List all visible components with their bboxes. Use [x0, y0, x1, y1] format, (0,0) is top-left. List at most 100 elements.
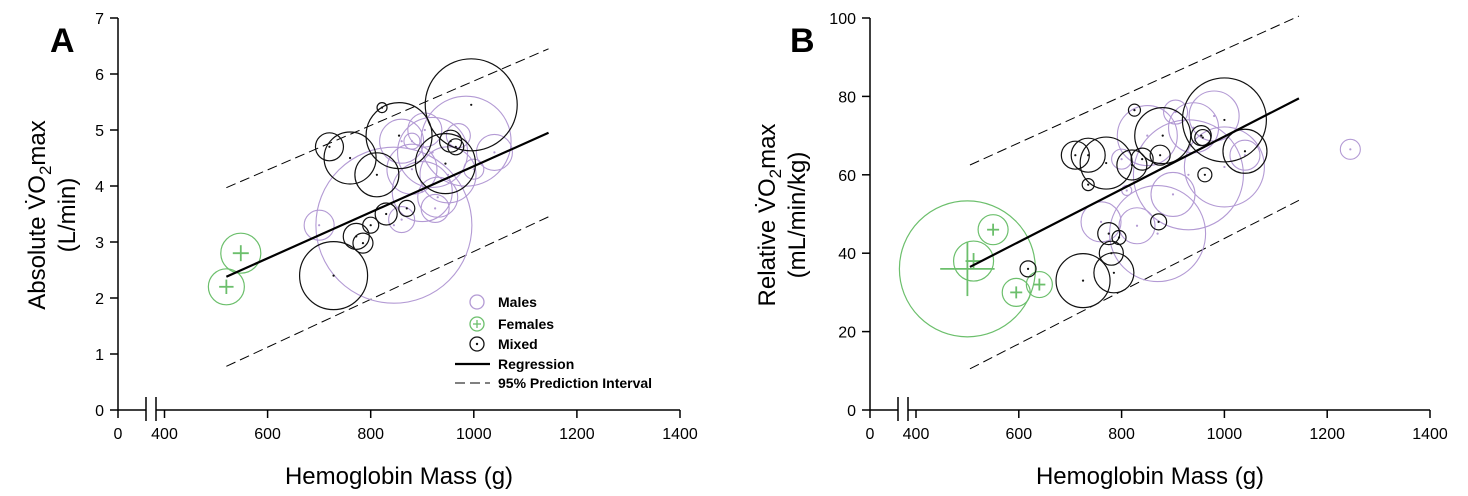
panel-a-males-center-dot	[392, 224, 395, 227]
panel-b-mixed-bubble	[1130, 147, 1154, 171]
panel-a-x-label: Hemoglobin Mass (g)	[285, 463, 513, 490]
panel-b-males-center-dot	[1120, 158, 1123, 161]
panel-b-letter: B	[790, 22, 815, 60]
panel-b-males-center-dot	[1223, 165, 1226, 169]
panel-a-mixed-bubble	[365, 102, 433, 170]
panel-a-males-bubble	[388, 206, 416, 234]
panel-a-prediction-upper-line	[226, 48, 549, 189]
panel-a-males-center-dot	[400, 218, 403, 221]
panel-b-females-bubble	[1025, 270, 1053, 299]
panel-a-males-center-dot	[493, 151, 496, 154]
panel-b-females-bubble	[1001, 277, 1031, 307]
panel-a-x-tick-label: 600	[254, 426, 281, 443]
panel-b-males-bubble	[1163, 99, 1189, 125]
panel-a-males-center-dot	[410, 168, 414, 171]
legend: Males Females Mixed Regression 95% Predi…	[455, 294, 652, 391]
panel-b-mixed-bubble	[1093, 252, 1135, 294]
panel-b-mixed-bubble	[1127, 103, 1142, 117]
panel-b-mixed-bubble	[1181, 77, 1268, 163]
panel-b-mixed-bubble	[1097, 222, 1121, 246]
panel-a-mixed-center-dot	[328, 145, 331, 148]
panel-b-prediction-lower-line	[969, 199, 1300, 370]
panel-a-y-tick-label: 6	[95, 67, 104, 84]
panel-a-males-bubble	[397, 116, 469, 188]
panel-a-y-tick-label: 4	[95, 179, 104, 196]
panel-b-mixed-center-dot	[1141, 158, 1144, 161]
panel-a-males-center-dot	[400, 140, 403, 143]
panel-b-males-bubble	[1132, 119, 1244, 231]
panel-a-males-center-dot	[423, 128, 426, 132]
panel-b-males-bubble	[1118, 207, 1156, 245]
legend-regression-label: Regression	[498, 356, 574, 372]
panel-b-y-label-suffix: max	[754, 124, 781, 169]
panel-a-males-bubble	[445, 123, 471, 149]
panel-b-mixed-bubble	[1060, 140, 1090, 170]
legend-mixed-marker	[469, 336, 485, 352]
panel-b-x-tick-label: 600	[1005, 426, 1032, 443]
panel-b-prediction-upper-line	[969, 15, 1300, 166]
panel-a-mixed-bubble	[376, 101, 388, 114]
panel-a: A 0 1 2 3 4 5 6 7 0 400 600 800 1000 1200 1400 Hemogl…	[23, 11, 698, 490]
panel-b-males-center-dot	[1156, 232, 1159, 235]
panel-b-y-tick-label: 40	[838, 246, 856, 263]
panel-b-mixed-bubble	[1197, 167, 1213, 183]
panel-b-mixed-center-dot	[1133, 109, 1136, 112]
panel-b-females-bubble	[952, 240, 995, 282]
panel-b-mixed-center-dot	[1081, 279, 1085, 282]
panel-a-y-tick-label: 1	[95, 347, 104, 364]
panel-b-mixed-center-dot	[1243, 150, 1247, 153]
panel-a-plot-area	[207, 48, 549, 367]
panel-a-females-bubble	[220, 232, 262, 274]
panel-b-females-bubble	[898, 200, 1037, 338]
panel-b-mixed-bubble	[1150, 213, 1168, 231]
panel-a-y-label-text: Absolute V̇O	[23, 175, 51, 310]
panel-a-males-bubble	[475, 133, 513, 171]
panel-a-y-tick-label: 2	[95, 291, 104, 308]
panel-a-mixed-bubble	[398, 199, 416, 217]
panel-b-males-bubble	[1150, 171, 1196, 217]
panel-a-mixed-bubble	[447, 138, 465, 156]
panel-b-mixed-bubble	[1098, 240, 1124, 266]
panel-b-females-bubble	[977, 214, 1009, 246]
panel-a-males-bubble	[303, 209, 335, 241]
panel-a-series-females	[207, 232, 262, 306]
panel-b-males-bubble	[1339, 138, 1361, 160]
panel-b-mixed-center-dot	[1161, 134, 1164, 137]
panel-a-mixed-center-dot	[385, 212, 388, 216]
panel-b-y-tick-label: 20	[838, 325, 856, 342]
panel-a-mixed-bubble	[414, 133, 477, 195]
panel-b-mixed-bubble	[1149, 144, 1171, 166]
panel-a-y-tick-label: 7	[95, 11, 104, 28]
panel-a-mixed-bubble	[374, 202, 398, 226]
panel-b-mixed-center-dot	[1087, 154, 1090, 157]
panel-b-males-bubble	[1183, 126, 1265, 208]
panel-a-males-center-dot	[434, 207, 437, 210]
panel-b-y-label-units: (mL/min/kg)	[784, 152, 811, 279]
panel-b-males-center-dot	[1146, 134, 1149, 137]
panel-a-mixed-center-dot	[332, 274, 335, 277]
panel-a-males-center-dot	[318, 224, 321, 227]
legend-mixed-dot	[475, 342, 479, 346]
panel-b-y-tick-label: 0	[847, 403, 856, 420]
legend-females-label: Females	[498, 316, 554, 332]
panel-a-y-tick-label: 3	[95, 235, 104, 252]
panel-a-mixed-center-dot	[380, 106, 384, 109]
panel-b-males-center-dot	[1125, 189, 1128, 192]
panel-b-mixed-bubble	[1070, 137, 1106, 173]
panel-b-mixed-center-dot	[1159, 154, 1162, 157]
panel-b-males-center-dot	[1099, 220, 1103, 223]
panel-b-mixed-center-dot	[1223, 118, 1226, 122]
panel-b-y-label-sub: 2	[766, 169, 785, 178]
panel-b-mixed-center-dot	[1026, 267, 1030, 270]
legend-mixed-label: Mixed	[498, 336, 538, 352]
panel-a-mixed-center-dot	[348, 156, 352, 160]
panel-a-x-tick-label: 1400	[662, 426, 698, 443]
panel-a-males-bubble	[403, 132, 421, 150]
panel-a-males-bubble	[463, 158, 485, 180]
panel-a-y-ticks: 0 1 2 3 4 5 6 7	[95, 11, 118, 420]
panel-a-mixed-bubble	[323, 131, 377, 185]
panel-b-regression-line	[969, 97, 1300, 268]
panel-b-mixed-bubble	[1116, 149, 1148, 181]
panel-b-series-females	[898, 200, 1053, 338]
panel-b-mixed-center-dot	[1200, 134, 1203, 137]
